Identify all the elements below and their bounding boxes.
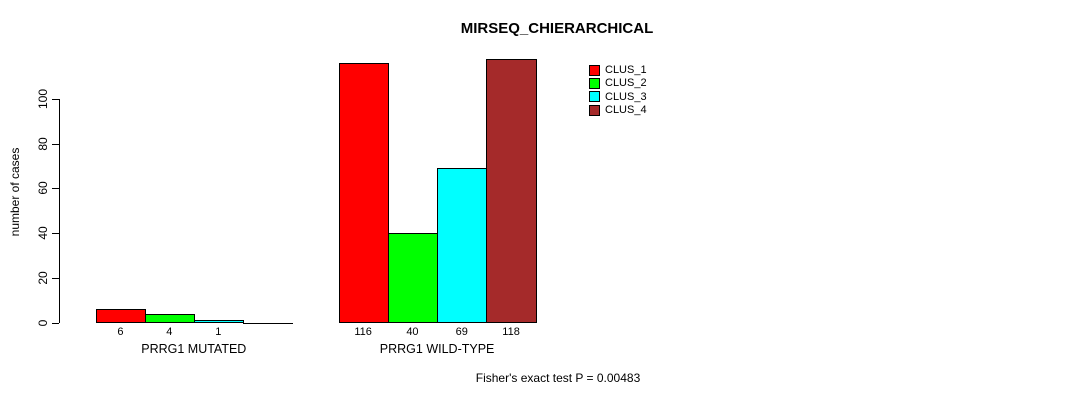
bar-clus-4-prrg1-mutated	[242, 322, 293, 324]
legend-swatch-clus-2	[589, 77, 600, 89]
y-axis-tick-label: 80	[36, 137, 50, 151]
legend-label: CLUS_4	[605, 104, 647, 117]
bar-clus-2-prrg1-mutated	[144, 313, 195, 324]
legend-label: CLUS_3	[605, 90, 647, 103]
annotation-fisher-test: Fisher's exact test P = 0.00483	[475, 371, 641, 385]
bar-clus-3-prrg1-wild-type	[437, 168, 488, 324]
legend-item-clus-4: CLUS_4	[589, 104, 647, 117]
y-axis-tick-label: 60	[36, 181, 50, 196]
bar-clus-1-prrg1-mutated	[96, 309, 146, 324]
bar-value-label: 116	[354, 326, 372, 338]
y-axis-tick-label: 100	[36, 88, 50, 110]
y-axis-tick	[52, 233, 59, 235]
legend-swatch-clus-1	[589, 64, 600, 76]
chart-title: MIRSEQ_CHIERARCHICAL	[460, 20, 654, 37]
legend-item-clus-3: CLUS_3	[589, 90, 647, 103]
y-axis-tick	[52, 99, 59, 100]
category-label-prrg1-wild-type: PRRG1 WILD-TYPE	[379, 342, 495, 356]
legend: CLUS_1 CLUS_2 CLUS_3 CLUS_4	[589, 64, 647, 119]
bar-value-label: 6	[117, 326, 124, 338]
bar-clus-4-prrg1-wild-type	[486, 58, 537, 324]
bar-value-label: 40	[406, 326, 419, 338]
y-axis-tick	[52, 277, 59, 279]
y-axis-label: number of cases	[8, 147, 22, 237]
y-axis-tick-label: 20	[36, 271, 50, 285]
y-axis-tick-label: 0	[36, 319, 50, 326]
y-axis-tick-label: 40	[36, 226, 50, 240]
bar-value-label: 69	[455, 326, 468, 338]
bar-clus-3-prrg1-mutated	[193, 320, 244, 324]
y-axis-tick	[52, 143, 59, 145]
y-axis-line	[59, 99, 60, 323]
legend-swatch-clus-4	[589, 104, 600, 116]
bar-value-label: 1	[215, 326, 222, 338]
legend-label: CLUS_2	[605, 77, 647, 90]
legend-swatch-clus-3	[589, 91, 600, 103]
y-axis-tick	[52, 322, 59, 324]
bar-clus-2-prrg1-wild-type	[387, 233, 439, 324]
bar-value-label: 118	[502, 326, 520, 338]
y-axis-tick	[52, 188, 59, 190]
bar-value-label: 4	[166, 326, 173, 338]
bar-clus-1-prrg1-wild-type	[338, 63, 389, 324]
legend-label: CLUS_1	[605, 64, 647, 76]
category-label-prrg1-mutated: PRRG1 MUTATED	[141, 342, 247, 356]
legend-item-clus-1: CLUS_1	[589, 64, 647, 76]
legend-item-clus-2: CLUS_2	[589, 77, 647, 90]
